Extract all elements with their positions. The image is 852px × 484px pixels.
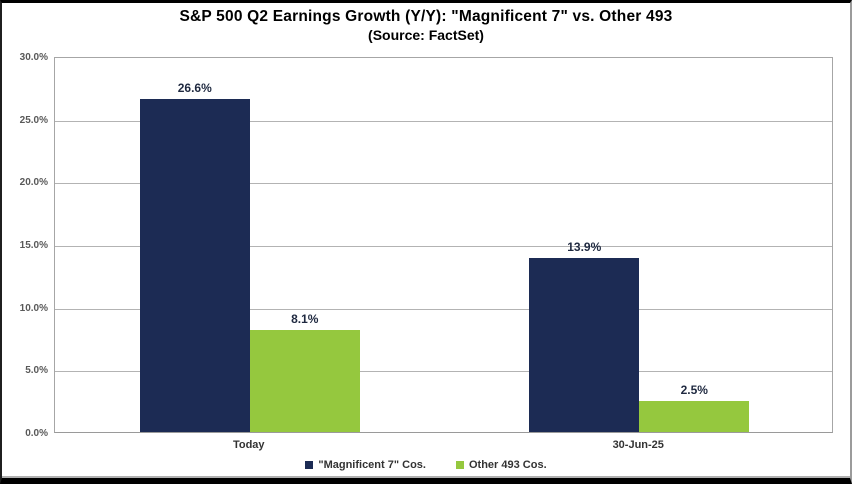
legend-item-other-493-cos: Other 493 Cos. xyxy=(455,459,547,471)
data-label-magnificent-7-cos-30-jun-25: 13.9% xyxy=(567,239,602,254)
legend-label: "Magnificent 7" Cos. xyxy=(318,459,426,471)
legend-marker-icon xyxy=(455,461,464,469)
chart-subtitle: (Source: FactSet) xyxy=(368,27,484,43)
gridline xyxy=(55,120,832,122)
x-axis: Today 30-Jun-25 xyxy=(54,439,833,455)
gridline xyxy=(55,308,832,310)
y-tick-label: 25.0% xyxy=(19,114,48,126)
y-tick-label: 15.0% xyxy=(19,240,48,251)
y-tick-label: 10.0% xyxy=(19,302,48,314)
legend-marker-icon xyxy=(305,461,314,469)
y-tick-label: 20.0% xyxy=(19,177,48,189)
gridline xyxy=(55,371,832,373)
legend-label: Other 493 Cos. xyxy=(468,459,547,471)
gridline xyxy=(55,183,832,185)
x-tick-label-30-jun-25: 30-Jun-25 xyxy=(612,439,664,451)
chart-title: S&P 500 Q2 Earnings Growth (Y/Y): "Magni… xyxy=(179,8,673,25)
bar-magnificent-7-cos-today xyxy=(139,98,250,432)
legend-item-magnificent-7-cos: "Magnificent 7" Cos. xyxy=(305,459,426,471)
plot-area: 26.6% 8.1% 13.9% 2.5% xyxy=(54,57,833,433)
data-label-magnificent-7-cos-today: 26.6% xyxy=(177,80,212,95)
x-tick-label-today: Today xyxy=(232,439,265,451)
bar-magnificent-7-cos-30-jun-25 xyxy=(529,257,640,432)
legend: "Magnificent 7" Cos. Other 493 Cos. xyxy=(2,459,850,471)
data-label-other-493-cos-30-jun-25: 2.5% xyxy=(680,382,708,397)
y-tick-label: 5.0% xyxy=(25,365,48,377)
y-tick-label: 0.0% xyxy=(25,428,48,439)
data-label-other-493-cos-today: 8.1% xyxy=(291,312,319,327)
frame-bottom-line xyxy=(2,476,850,478)
y-axis: 30.0% 25.0% 20.0% 15.0% 10.0% 5.0% 0.0% xyxy=(2,52,48,439)
bar-other-493-cos-30-jun-25 xyxy=(639,400,750,432)
bar-other-493-cos-today xyxy=(249,330,360,432)
y-tick-label: 30.0% xyxy=(19,52,48,63)
gridline xyxy=(55,246,832,247)
